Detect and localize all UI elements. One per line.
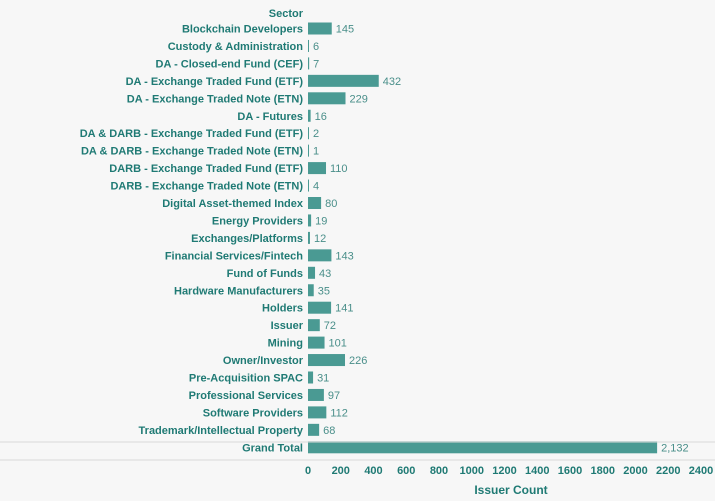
sector-row-label: DA & DARB - Exchange Traded Note (ETN) — [81, 146, 303, 158]
grand-total-value-label: 2,132 — [661, 442, 689, 454]
x-tick-label: 0 — [305, 465, 311, 477]
sector-row-value-label: 16 — [315, 111, 327, 123]
x-tick-label: 1800 — [591, 465, 615, 477]
sector-row-value-label: 4 — [313, 181, 319, 193]
sector-row-label: Mining — [268, 338, 303, 350]
sector-row-bar — [308, 22, 332, 35]
sector-row-bar — [308, 266, 316, 279]
sector-row-value-label: 12 — [314, 233, 326, 245]
sector-row-bar — [308, 127, 309, 140]
grand-total-bar — [308, 441, 658, 454]
sector-row-label: DA & DARB - Exchange Traded Fund (ETF) — [80, 128, 304, 140]
sector-row-label: Energy Providers — [212, 215, 303, 227]
sector-row-bar — [308, 92, 346, 105]
sector-row-value-label: 145 — [336, 24, 354, 36]
sector-row-label: DA - Closed-end Fund (CEF) — [156, 58, 304, 70]
sector-row-value-label: 72 — [324, 320, 336, 332]
sector-row-label: Holders — [262, 303, 303, 315]
sector-row-bar — [308, 336, 325, 349]
sector-row-label: Digital Asset-themed Index — [162, 198, 304, 210]
sector-row-value-label: 226 — [349, 355, 367, 367]
sector-row-label: Owner/Investor — [223, 355, 304, 367]
sector-row-value-label: 7 — [313, 58, 319, 70]
sector-row-value-label: 6 — [313, 41, 319, 53]
x-tick-label: 1600 — [558, 465, 582, 477]
sector-row-bar — [308, 109, 311, 122]
x-tick-label: 400 — [364, 465, 382, 477]
sector-row-value-label: 97 — [328, 390, 340, 402]
sector-row-label: DA - Futures — [237, 111, 303, 123]
sector-row-bar — [308, 301, 332, 314]
sector-row-value-label: 101 — [329, 338, 347, 350]
sector-row-value-label: 112 — [330, 407, 348, 419]
sector-row-value-label: 2 — [313, 128, 319, 140]
sector-row-value-label: 110 — [330, 163, 348, 175]
sector-row-bar — [308, 231, 310, 244]
x-axis-title: Issuer Count — [474, 483, 547, 497]
sector-row-bar — [308, 39, 309, 52]
sector-row-value-label: 68 — [323, 425, 335, 437]
sector-row-bar — [308, 423, 320, 436]
sector-row-value-label: 80 — [325, 198, 337, 210]
sector-row-label: Pre-Acquisition SPAC — [189, 373, 303, 385]
x-tick-label: 800 — [430, 465, 448, 477]
sector-row-bar — [308, 354, 346, 367]
sector-row-value-label: 43 — [319, 268, 331, 280]
sector-row-bar — [308, 284, 314, 297]
sector-row-label: Trademark/Intellectual Property — [139, 425, 304, 437]
x-tick-label: 2000 — [623, 465, 647, 477]
sector-row-label: Professional Services — [189, 390, 303, 402]
sector-row-bar — [308, 197, 322, 209]
sector-row-value-label: 1 — [313, 146, 319, 158]
sector-row-label: DA - Exchange Traded Note (ETN) — [127, 93, 304, 105]
sector-row-label: Issuer — [271, 320, 304, 332]
sector-row-bar — [308, 162, 327, 175]
sector-row-bar — [308, 214, 312, 227]
sector-row-bar — [308, 74, 379, 87]
x-tick-label: 200 — [332, 465, 350, 477]
sector-row-label: Financial Services/Fintech — [165, 250, 303, 262]
sector-row-bar — [308, 371, 314, 384]
x-tick-label: 1000 — [460, 465, 484, 477]
x-tick-label: 600 — [397, 465, 415, 477]
sector-row-bar — [308, 249, 332, 262]
sector-row-bar — [308, 144, 309, 157]
sector-row-label: Fund of Funds — [227, 268, 303, 280]
sector-row-bar — [308, 319, 320, 332]
x-tick-label: 1200 — [492, 465, 516, 477]
sector-row-value-label: 35 — [318, 285, 330, 297]
chart-rows: Blockchain Developers 145 Custody & Admini… — [80, 22, 689, 454]
x-axis: 0 200 400 600 800 1000 1200 1400 1600 1800 2000 220… — [305, 465, 713, 477]
sector-row-label: Exchanges/Platforms — [191, 233, 303, 245]
x-tick-label: 2400 — [689, 465, 713, 477]
sector-row-label: DARB - Exchange Traded Fund (ETF) — [109, 163, 303, 175]
sector-row-value-label: 19 — [315, 215, 327, 227]
sector-row-label: Software Providers — [203, 407, 303, 419]
grand-total-label: Grand Total — [242, 442, 303, 454]
sector-row-value-label: 229 — [349, 93, 367, 105]
sector-row-bar — [308, 406, 327, 419]
x-tick-label: 1400 — [525, 465, 549, 477]
sector-row-label: DARB - Exchange Traded Note (ETN) — [110, 181, 303, 193]
sector-row-value-label: 432 — [383, 76, 401, 88]
sector-row-bar — [308, 388, 324, 401]
sector-row-label: Hardware Manufacturers — [174, 285, 303, 297]
x-tick-label: 2200 — [656, 465, 680, 477]
sector-row-label: Custody & Administration — [168, 41, 304, 53]
sector-header: Sector — [269, 8, 304, 20]
sector-row-bar — [308, 57, 310, 70]
sector-row-bar — [308, 179, 309, 192]
sector-row-value-label: 143 — [335, 250, 353, 262]
sector-row-value-label: 31 — [317, 373, 329, 385]
sector-row-label: DA - Exchange Traded Fund (ETF) — [126, 76, 304, 88]
sector-row-value-label: 141 — [335, 303, 353, 315]
sector-row-label: Blockchain Developers — [182, 24, 303, 36]
